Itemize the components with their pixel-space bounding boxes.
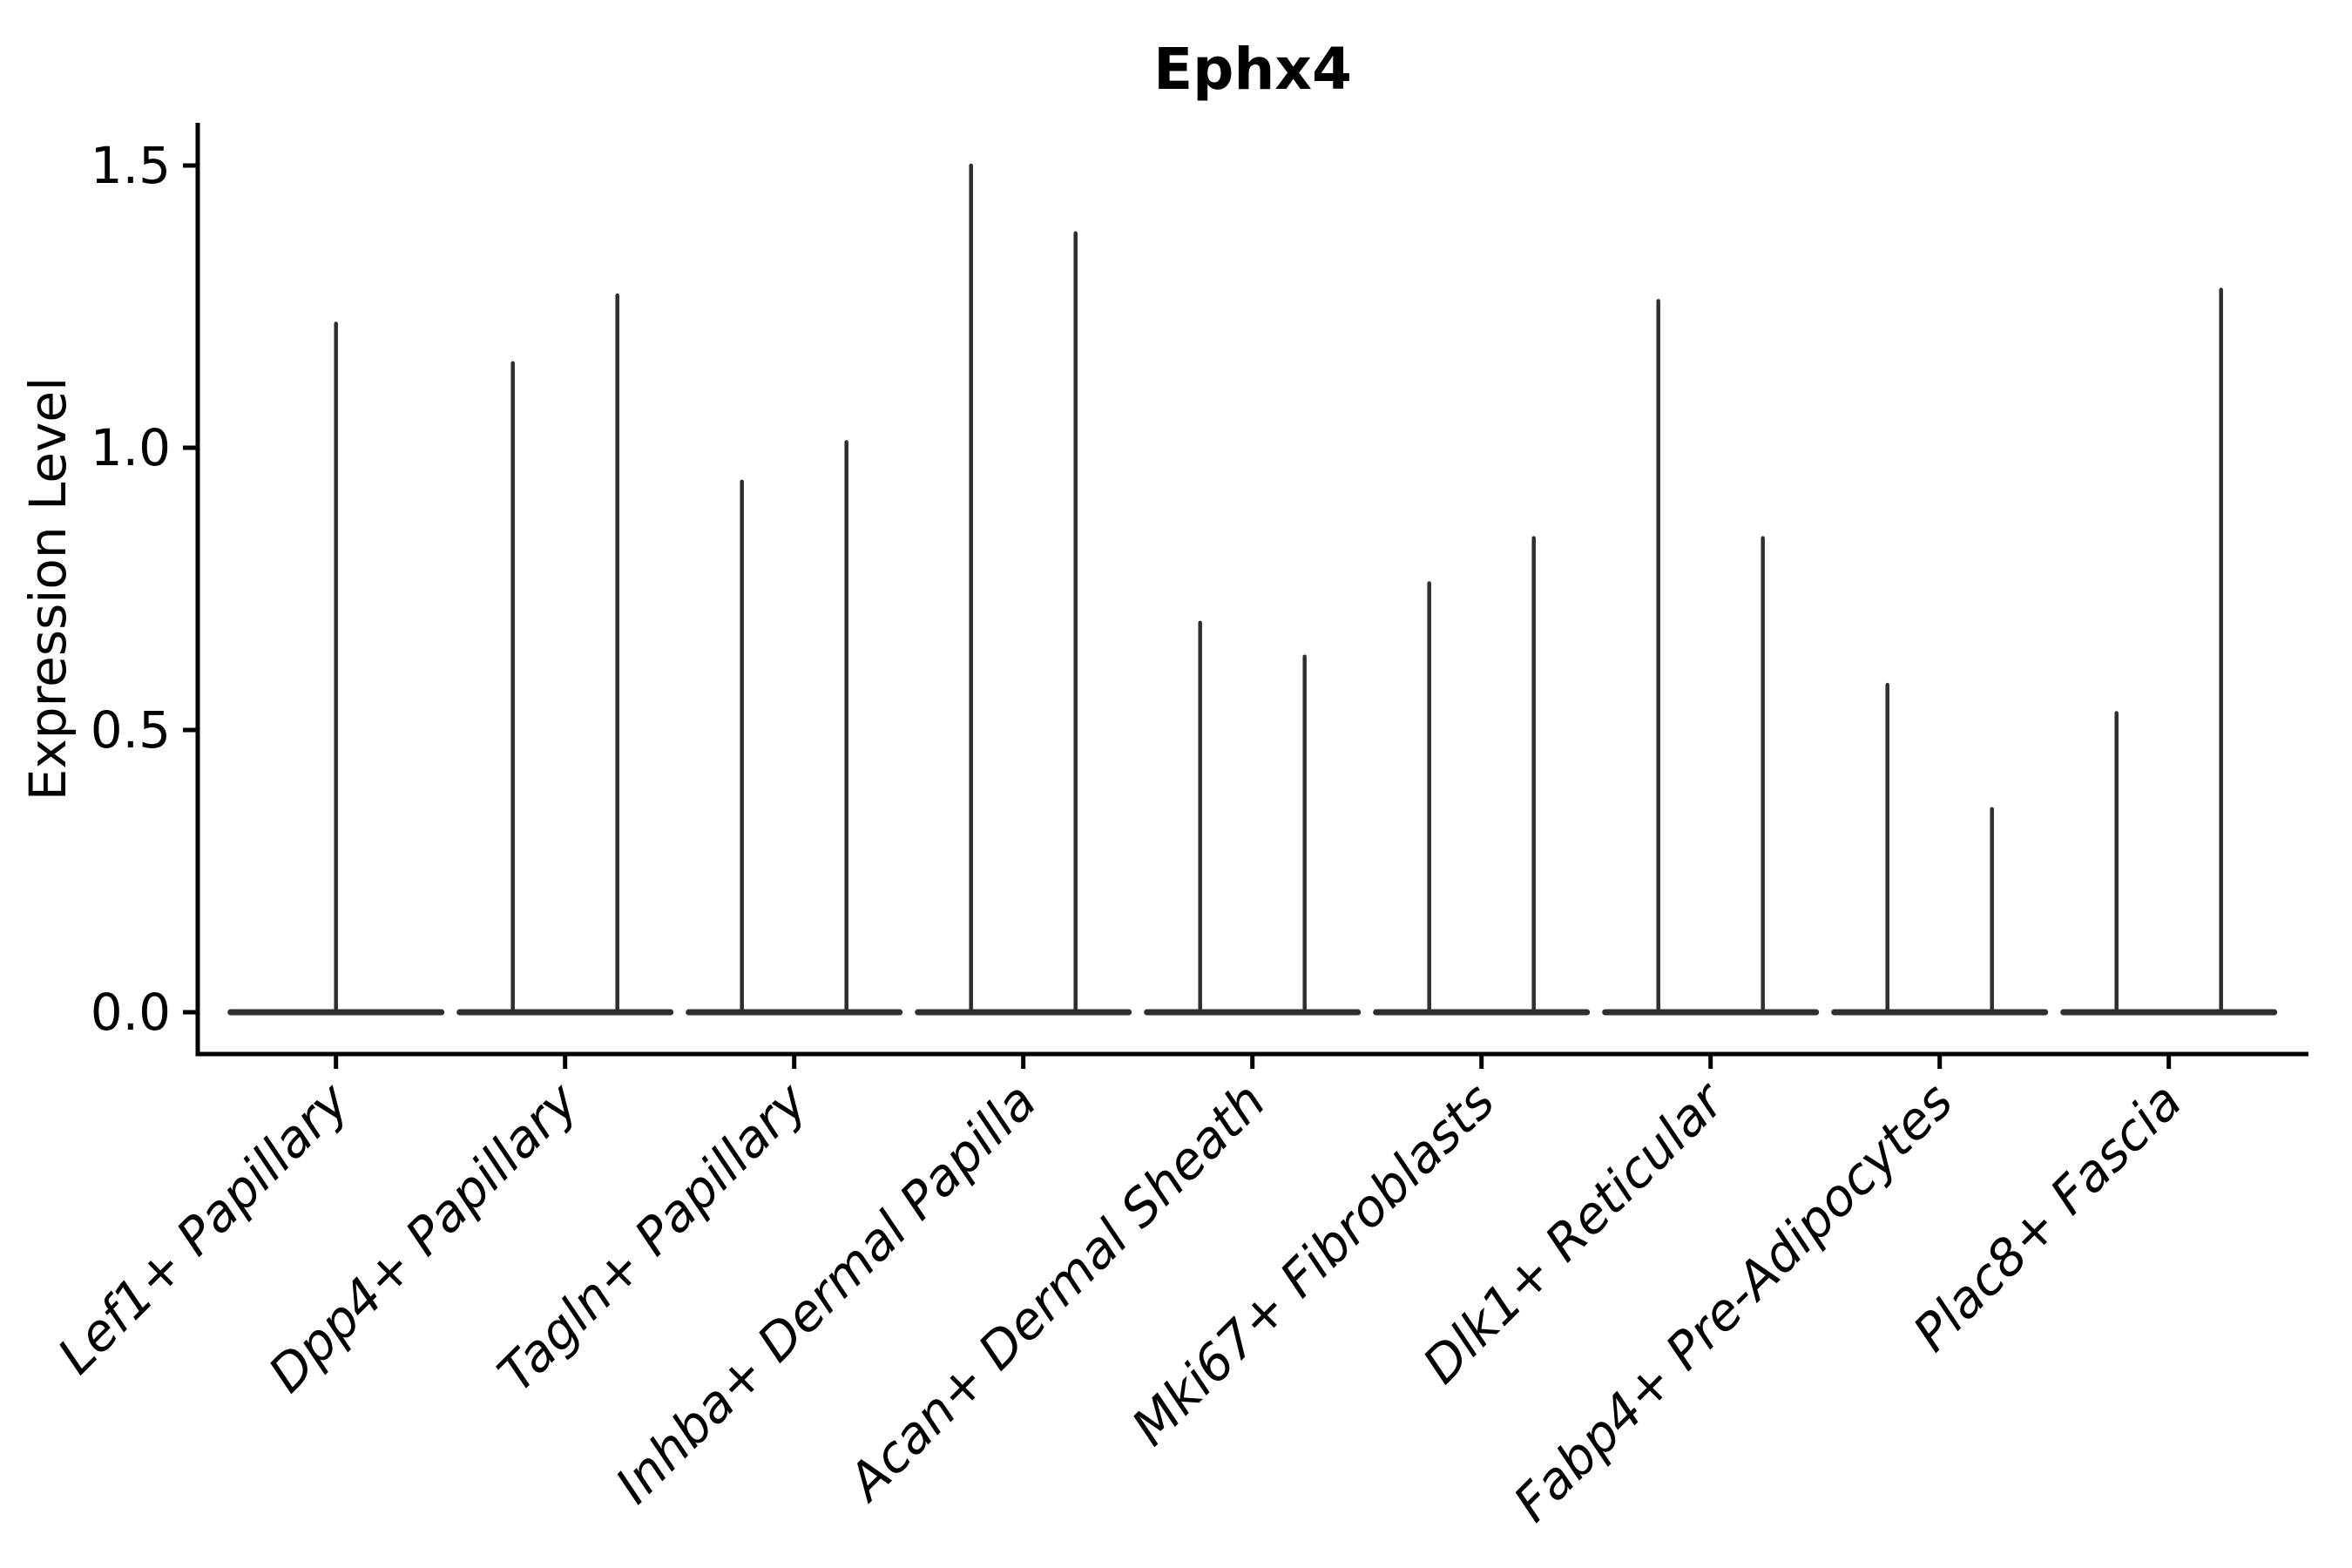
x-tick-label-inhba-dermal-papilla: Inhba+ Dermal Papilla [604, 1071, 1047, 1515]
violin-dlk1-reticular [1602, 299, 1820, 1016]
violins-layer [227, 163, 2278, 1016]
y-tick-label: 0.0 [91, 983, 171, 1042]
violin-lef1-papillary [227, 321, 445, 1016]
y-tick-label: 1.0 [91, 418, 171, 477]
violin-tagln-papillary [686, 440, 903, 1016]
y-axis-label: Expression Level [18, 377, 78, 801]
x-tick-label-fabp4-pre-adipocytes: Fabp4+ Pre-Adipocytes [1503, 1071, 1964, 1533]
violin-dpp4-papillary [456, 293, 674, 1016]
chart-title: Ephx4 [1153, 36, 1352, 103]
violin-acan-dermal-sheath [1144, 620, 1362, 1016]
y-tick-label: 0.5 [91, 700, 171, 760]
x-tick-label-acan-dermal-sheath: Acan+ Dermal Sheath [835, 1071, 1277, 1514]
violin-inhba-dermal-papilla [915, 163, 1132, 1016]
violin-mki67-fibroblasts [1373, 536, 1591, 1016]
violin-fabp4-pre-adipocytes [1831, 682, 2049, 1016]
y-tick-label: 1.5 [91, 136, 171, 195]
violin-plac8-fascia [2060, 287, 2278, 1016]
